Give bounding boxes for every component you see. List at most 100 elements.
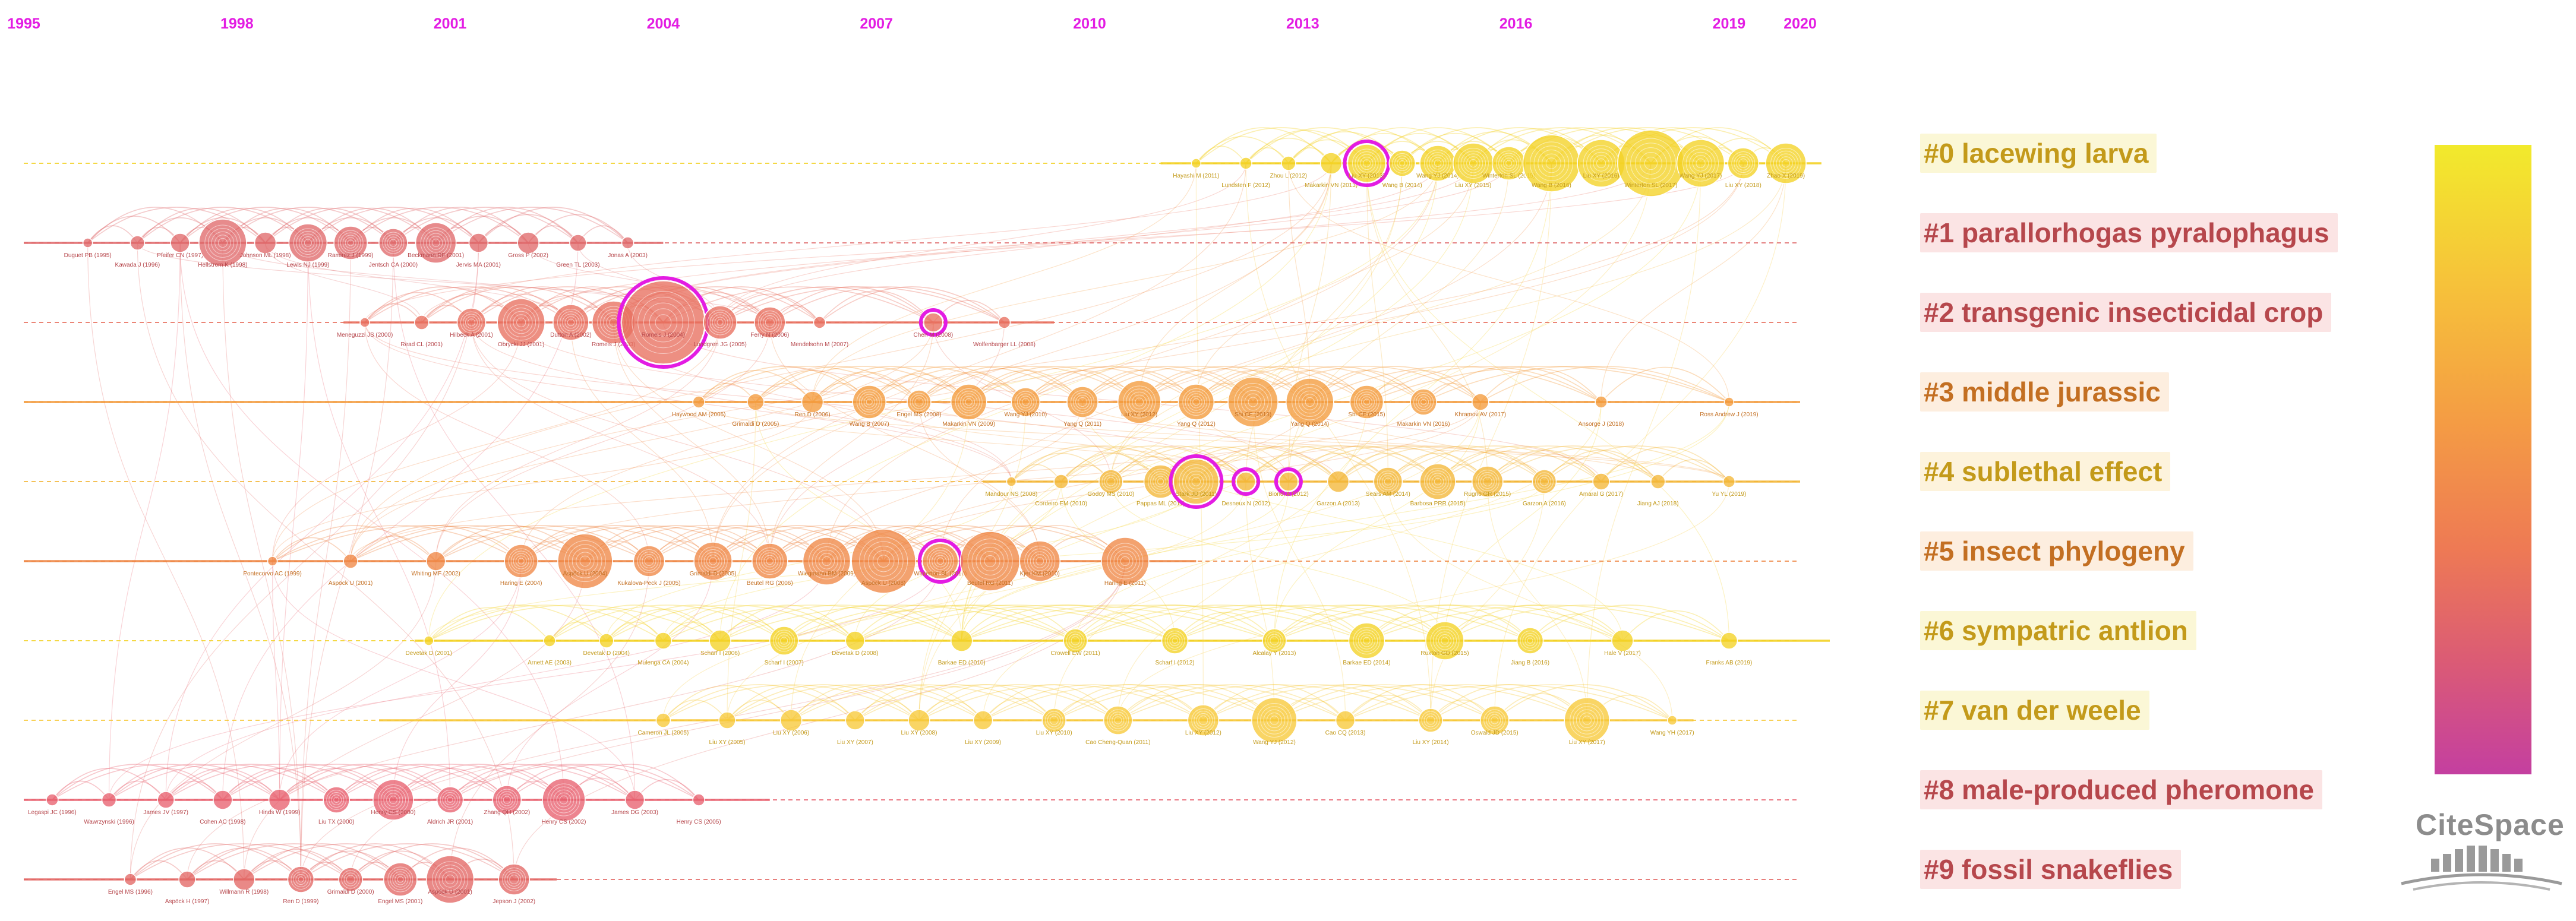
reference-node[interactable] bbox=[1173, 458, 1220, 505]
reference-node[interactable] bbox=[178, 871, 196, 888]
reference-node[interactable] bbox=[1419, 463, 1456, 500]
reference-node[interactable] bbox=[1472, 393, 1489, 411]
cluster-label[interactable]: #9 fossil snakeflies bbox=[1920, 850, 2182, 889]
reference-node[interactable] bbox=[359, 317, 370, 328]
reference-node[interactable] bbox=[504, 544, 538, 578]
reference-node[interactable] bbox=[1281, 156, 1296, 171]
reference-node[interactable] bbox=[1472, 466, 1504, 498]
reference-node[interactable] bbox=[1723, 397, 1735, 407]
reference-node[interactable] bbox=[922, 543, 959, 580]
reference-node[interactable] bbox=[338, 867, 363, 892]
reference-node[interactable] bbox=[372, 779, 414, 821]
reference-node[interactable] bbox=[323, 786, 350, 814]
reference-node[interactable] bbox=[1251, 697, 1298, 743]
reference-node[interactable] bbox=[1006, 476, 1017, 487]
reference-node[interactable] bbox=[1727, 147, 1760, 179]
reference-node[interactable] bbox=[46, 793, 59, 806]
reference-node[interactable] bbox=[1227, 376, 1278, 428]
cluster-label[interactable]: #0 lacewing larva bbox=[1920, 134, 2157, 173]
reference-node[interactable] bbox=[655, 713, 671, 728]
reference-node[interactable] bbox=[415, 222, 457, 264]
cluster-label[interactable]: #3 middle jurassic bbox=[1920, 372, 2169, 412]
reference-node[interactable] bbox=[851, 528, 916, 594]
reference-node[interactable] bbox=[1053, 474, 1069, 489]
reference-node[interactable] bbox=[1676, 139, 1725, 188]
reference-node[interactable] bbox=[423, 635, 434, 646]
reference-node[interactable] bbox=[1319, 152, 1343, 175]
reference-node[interactable] bbox=[1041, 708, 1066, 733]
reference-node[interactable] bbox=[709, 629, 731, 652]
reference-node[interactable] bbox=[1516, 627, 1544, 654]
reference-node[interactable] bbox=[1347, 144, 1387, 183]
reference-node[interactable] bbox=[1349, 385, 1384, 419]
reference-node[interactable] bbox=[1103, 705, 1133, 735]
reference-node[interactable] bbox=[198, 219, 247, 267]
reference-node[interactable] bbox=[333, 226, 368, 260]
reference-node[interactable] bbox=[569, 234, 587, 252]
reference-node[interactable] bbox=[498, 863, 530, 895]
reference-node[interactable] bbox=[693, 542, 733, 581]
reference-node[interactable] bbox=[633, 545, 665, 577]
reference-node[interactable] bbox=[754, 306, 786, 338]
reference-node[interactable] bbox=[1327, 470, 1350, 493]
reference-node[interactable] bbox=[598, 633, 614, 648]
reference-node[interactable] bbox=[517, 232, 539, 254]
reference-node[interactable] bbox=[692, 395, 705, 409]
reference-node[interactable] bbox=[157, 791, 175, 809]
reference-node[interactable] bbox=[130, 235, 146, 251]
reference-node[interactable] bbox=[769, 626, 799, 656]
reference-node[interactable] bbox=[414, 315, 430, 330]
reference-node[interactable] bbox=[425, 551, 446, 571]
reference-node[interactable] bbox=[468, 233, 489, 253]
reference-node[interactable] bbox=[553, 304, 589, 341]
reference-node[interactable] bbox=[1066, 386, 1098, 418]
reference-node[interactable] bbox=[1187, 704, 1220, 736]
cluster-label[interactable]: #5 insect phylogeny bbox=[1920, 531, 2193, 571]
reference-node[interactable] bbox=[542, 778, 586, 822]
reference-node[interactable] bbox=[845, 710, 866, 730]
reference-node[interactable] bbox=[267, 556, 278, 566]
reference-node[interactable] bbox=[908, 709, 930, 732]
reference-node[interactable] bbox=[1410, 388, 1437, 416]
reference-node[interactable] bbox=[718, 711, 736, 729]
reference-node[interactable] bbox=[101, 792, 117, 808]
reference-node[interactable] bbox=[436, 786, 464, 814]
reference-node[interactable] bbox=[543, 634, 556, 647]
reference-node[interactable] bbox=[170, 233, 190, 253]
reference-node[interactable] bbox=[1720, 632, 1738, 650]
reference-node[interactable] bbox=[1286, 378, 1334, 426]
reference-node[interactable] bbox=[1063, 628, 1088, 653]
reference-node[interactable] bbox=[1765, 143, 1807, 184]
reference-node[interactable] bbox=[1418, 708, 1443, 733]
cluster-label[interactable]: #6 sympatric antlion bbox=[1920, 611, 2196, 650]
reference-node[interactable] bbox=[621, 280, 706, 365]
reference-node[interactable] bbox=[497, 298, 545, 347]
reference-node[interactable] bbox=[1722, 475, 1736, 488]
reference-node[interactable] bbox=[997, 316, 1011, 329]
reference-node[interactable] bbox=[747, 393, 765, 411]
reference-node[interactable] bbox=[213, 790, 233, 810]
reference-node[interactable] bbox=[1564, 697, 1610, 743]
reference-node[interactable] bbox=[1348, 622, 1385, 659]
reference-node[interactable] bbox=[492, 785, 522, 815]
reference-node[interactable] bbox=[1595, 395, 1608, 409]
reference-node[interactable] bbox=[1239, 157, 1252, 170]
reference-node[interactable] bbox=[1191, 158, 1202, 169]
reference-node[interactable] bbox=[1262, 628, 1287, 653]
reference-node[interactable] bbox=[1592, 473, 1610, 490]
reference-node[interactable] bbox=[1278, 471, 1299, 492]
reference-node[interactable] bbox=[124, 873, 137, 886]
reference-node[interactable] bbox=[1177, 384, 1215, 420]
reference-node[interactable] bbox=[1335, 710, 1356, 730]
cluster-label[interactable]: #4 sublethal effect bbox=[1920, 452, 2171, 491]
cluster-label[interactable]: #1 parallorhogas pyralophagus bbox=[1920, 213, 2338, 252]
reference-node[interactable] bbox=[1666, 715, 1678, 726]
reference-node[interactable] bbox=[654, 632, 673, 650]
reference-node[interactable] bbox=[233, 868, 255, 891]
reference-node[interactable] bbox=[624, 790, 645, 810]
reference-node[interactable] bbox=[801, 391, 824, 413]
reference-node[interactable] bbox=[1388, 150, 1416, 177]
reference-node[interactable] bbox=[268, 789, 291, 811]
reference-node[interactable] bbox=[456, 308, 487, 337]
reference-node[interactable] bbox=[254, 232, 277, 254]
